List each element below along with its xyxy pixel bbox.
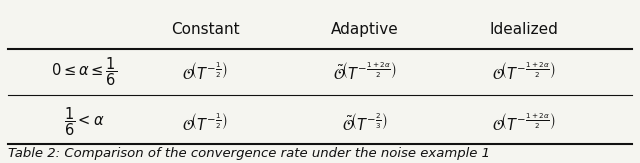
Text: $\mathcal{O}\!\left(T^{-\frac{1}{2}}\right)$: $\mathcal{O}\!\left(T^{-\frac{1}{2}}\rig… — [182, 111, 228, 133]
Text: $\mathcal{O}\!\left(T^{-\frac{1}{2}}\right)$: $\mathcal{O}\!\left(T^{-\frac{1}{2}}\rig… — [182, 61, 228, 82]
Text: Table 2: Comparison of the convergence rate under the noise example 1: Table 2: Comparison of the convergence r… — [8, 147, 490, 160]
Text: Idealized: Idealized — [490, 22, 558, 37]
Text: $\dfrac{1}{6} < \alpha$: $\dfrac{1}{6} < \alpha$ — [64, 106, 104, 138]
Text: Constant: Constant — [171, 22, 239, 37]
Text: $\mathcal{O}\!\left(T^{-\frac{1+2\alpha}{2}}\right)$: $\mathcal{O}\!\left(T^{-\frac{1+2\alpha}… — [492, 111, 556, 133]
Text: Adaptive: Adaptive — [331, 22, 399, 37]
Text: $\mathcal{O}\!\left(T^{-\frac{1+2\alpha}{2}}\right)$: $\mathcal{O}\!\left(T^{-\frac{1+2\alpha}… — [492, 61, 556, 82]
Text: $\tilde{\mathcal{O}}\!\left(T^{-\frac{1+2\alpha}{2}}\right)$: $\tilde{\mathcal{O}}\!\left(T^{-\frac{1+… — [333, 61, 397, 82]
Text: $\tilde{\mathcal{O}}\!\left(T^{-\frac{2}{3}}\right)$: $\tilde{\mathcal{O}}\!\left(T^{-\frac{2}… — [342, 111, 387, 133]
Text: $0 \leq \alpha \leq \dfrac{1}{6}$: $0 \leq \alpha \leq \dfrac{1}{6}$ — [51, 55, 117, 88]
